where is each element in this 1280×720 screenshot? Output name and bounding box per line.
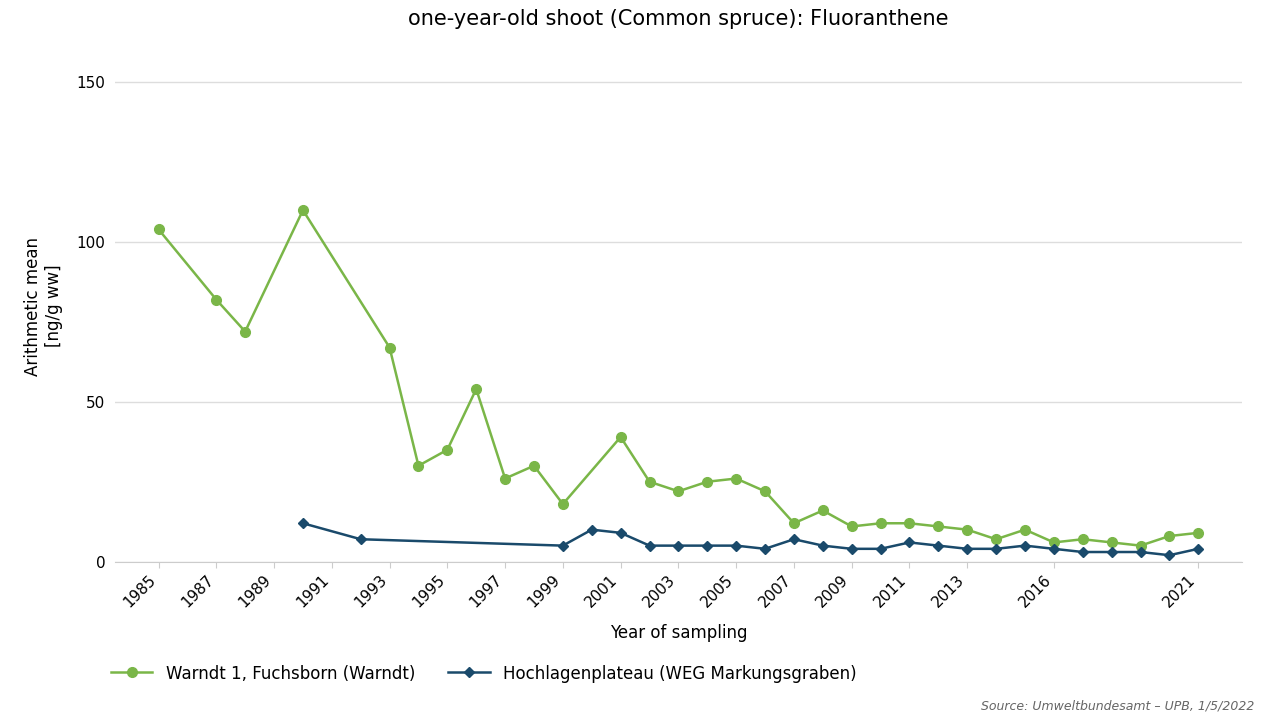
Title: one-year-old shoot (Common spruce): Fluoranthene: one-year-old shoot (Common spruce): Fluo… bbox=[408, 9, 948, 30]
Hochlagenplateau (WEG Markungsgraben) bbox=[815, 541, 831, 550]
Warndt 1, Fuchsborn (Warndt) bbox=[700, 477, 716, 486]
Hochlagenplateau (WEG Markungsgraben) bbox=[613, 528, 628, 537]
Warndt 1, Fuchsborn (Warndt) bbox=[1190, 528, 1206, 537]
Warndt 1, Fuchsborn (Warndt) bbox=[151, 225, 166, 233]
Warndt 1, Fuchsborn (Warndt) bbox=[1133, 541, 1148, 550]
Y-axis label: Arithmetic mean
[ng/g ww]: Arithmetic mean [ng/g ww] bbox=[24, 236, 63, 376]
Warndt 1, Fuchsborn (Warndt) bbox=[381, 343, 397, 352]
Hochlagenplateau (WEG Markungsgraben) bbox=[1190, 544, 1206, 553]
Text: Source: Umweltbundesamt – UPB, 1/5/2022: Source: Umweltbundesamt – UPB, 1/5/2022 bbox=[980, 700, 1254, 713]
Hochlagenplateau (WEG Markungsgraben) bbox=[353, 535, 369, 544]
Hochlagenplateau (WEG Markungsgraben) bbox=[671, 541, 686, 550]
Warndt 1, Fuchsborn (Warndt) bbox=[641, 477, 657, 486]
Warndt 1, Fuchsborn (Warndt) bbox=[786, 519, 801, 528]
Hochlagenplateau (WEG Markungsgraben) bbox=[960, 544, 975, 553]
Hochlagenplateau (WEG Markungsgraben) bbox=[931, 541, 946, 550]
Hochlagenplateau (WEG Markungsgraben) bbox=[786, 535, 801, 544]
Warndt 1, Fuchsborn (Warndt) bbox=[931, 522, 946, 531]
Hochlagenplateau (WEG Markungsgraben) bbox=[296, 519, 311, 528]
Hochlagenplateau (WEG Markungsgraben) bbox=[902, 538, 918, 546]
Hochlagenplateau (WEG Markungsgraben) bbox=[728, 541, 744, 550]
Warndt 1, Fuchsborn (Warndt) bbox=[815, 506, 831, 515]
Warndt 1, Fuchsborn (Warndt) bbox=[988, 535, 1004, 544]
Warndt 1, Fuchsborn (Warndt) bbox=[1162, 531, 1178, 540]
Warndt 1, Fuchsborn (Warndt) bbox=[960, 526, 975, 534]
Warndt 1, Fuchsborn (Warndt) bbox=[902, 519, 918, 528]
Line: Warndt 1, Fuchsborn (Warndt): Warndt 1, Fuchsborn (Warndt) bbox=[154, 205, 1203, 551]
Warndt 1, Fuchsborn (Warndt) bbox=[758, 487, 773, 495]
Hochlagenplateau (WEG Markungsgraben) bbox=[1075, 548, 1091, 557]
Hochlagenplateau (WEG Markungsgraben) bbox=[584, 526, 599, 534]
Warndt 1, Fuchsborn (Warndt) bbox=[728, 474, 744, 483]
Hochlagenplateau (WEG Markungsgraben) bbox=[1133, 548, 1148, 557]
Hochlagenplateau (WEG Markungsgraben) bbox=[556, 541, 571, 550]
Warndt 1, Fuchsborn (Warndt) bbox=[556, 500, 571, 508]
Warndt 1, Fuchsborn (Warndt) bbox=[1103, 538, 1119, 546]
Hochlagenplateau (WEG Markungsgraben) bbox=[873, 544, 888, 553]
Line: Hochlagenplateau (WEG Markungsgraben): Hochlagenplateau (WEG Markungsgraben) bbox=[300, 520, 1202, 559]
Warndt 1, Fuchsborn (Warndt) bbox=[671, 487, 686, 495]
Warndt 1, Fuchsborn (Warndt) bbox=[411, 462, 426, 470]
Warndt 1, Fuchsborn (Warndt) bbox=[498, 474, 513, 483]
Hochlagenplateau (WEG Markungsgraben) bbox=[988, 544, 1004, 553]
Hochlagenplateau (WEG Markungsgraben) bbox=[700, 541, 716, 550]
Hochlagenplateau (WEG Markungsgraben) bbox=[1162, 551, 1178, 559]
Hochlagenplateau (WEG Markungsgraben) bbox=[1046, 544, 1061, 553]
Hochlagenplateau (WEG Markungsgraben) bbox=[641, 541, 657, 550]
Hochlagenplateau (WEG Markungsgraben) bbox=[1018, 541, 1033, 550]
Legend: Warndt 1, Fuchsborn (Warndt), Hochlagenplateau (WEG Markungsgraben): Warndt 1, Fuchsborn (Warndt), Hochlagenp… bbox=[111, 665, 858, 683]
Warndt 1, Fuchsborn (Warndt) bbox=[238, 327, 253, 336]
Hochlagenplateau (WEG Markungsgraben) bbox=[844, 544, 859, 553]
Warndt 1, Fuchsborn (Warndt) bbox=[613, 433, 628, 441]
Warndt 1, Fuchsborn (Warndt) bbox=[468, 384, 484, 393]
Warndt 1, Fuchsborn (Warndt) bbox=[873, 519, 888, 528]
Warndt 1, Fuchsborn (Warndt) bbox=[1075, 535, 1091, 544]
Hochlagenplateau (WEG Markungsgraben) bbox=[1103, 548, 1119, 557]
Warndt 1, Fuchsborn (Warndt) bbox=[844, 522, 859, 531]
Warndt 1, Fuchsborn (Warndt) bbox=[296, 206, 311, 215]
Warndt 1, Fuchsborn (Warndt) bbox=[526, 462, 541, 470]
Warndt 1, Fuchsborn (Warndt) bbox=[1018, 526, 1033, 534]
Hochlagenplateau (WEG Markungsgraben) bbox=[758, 544, 773, 553]
Warndt 1, Fuchsborn (Warndt) bbox=[209, 295, 224, 304]
X-axis label: Year of sampling: Year of sampling bbox=[609, 624, 748, 642]
Warndt 1, Fuchsborn (Warndt) bbox=[439, 446, 454, 454]
Warndt 1, Fuchsborn (Warndt) bbox=[1046, 538, 1061, 546]
